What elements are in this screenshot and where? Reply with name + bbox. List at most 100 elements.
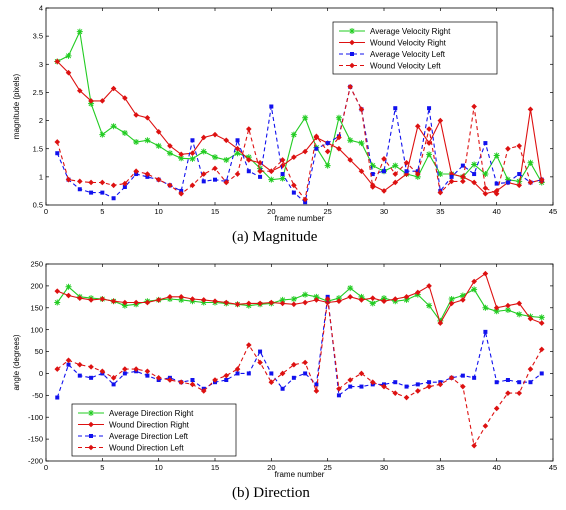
magnitude-data-point — [358, 140, 365, 147]
direction-data-point — [539, 371, 544, 376]
direction-legend-label: Wound Direction Right — [109, 420, 190, 429]
magnitude-data-point — [538, 176, 545, 183]
magnitude-data-point — [493, 190, 500, 197]
direction-data-point — [393, 380, 398, 385]
direction-data-point — [482, 270, 489, 277]
magnitude-data-point — [369, 184, 376, 190]
magnitude-data-point — [426, 140, 432, 146]
magnitude-data-point — [303, 200, 308, 205]
magnitude-data-point — [516, 178, 523, 185]
direction-data-point — [392, 296, 399, 302]
direction-data-point — [505, 378, 510, 383]
direction-data-point — [516, 390, 522, 396]
direction-data-point — [335, 295, 342, 302]
magnitude-data-point — [110, 85, 117, 92]
direction-data-point — [448, 300, 455, 307]
magnitude-x-tick-label: 20 — [267, 207, 275, 216]
magnitude-data-point — [336, 145, 342, 152]
magnitude-data-point — [324, 148, 331, 155]
magnitude-x-tick-label: 40 — [492, 207, 500, 216]
magnitude-data-point — [369, 162, 376, 169]
magnitude-plot-frame — [45, 7, 554, 206]
magnitude-data-point — [336, 134, 342, 141]
magnitude-x-tick-label: 10 — [154, 207, 162, 216]
direction-data-point — [55, 395, 60, 400]
magnitude-data-point — [449, 174, 454, 179]
direction-data-point — [415, 289, 421, 296]
magnitude-data-point — [257, 159, 263, 166]
magnitude-data-point — [482, 185, 489, 191]
direction-data-point — [246, 371, 251, 376]
direction-data-point — [313, 388, 320, 394]
direction-data-point — [482, 423, 489, 429]
magnitude-data-point — [167, 143, 173, 149]
direction-legend: Average Direction Right Wound Direction R… — [71, 403, 237, 457]
magnitude-data-point — [223, 156, 230, 163]
direction-data-point — [359, 384, 364, 389]
direction-y-tick-label: 0 — [39, 369, 43, 378]
magnitude-data-point — [234, 150, 241, 157]
direction-y-tick-label: -150 — [28, 435, 43, 444]
magnitude-data-point — [155, 176, 162, 183]
direction-data-point — [110, 298, 117, 305]
magnitude-y-tick-label: 4 — [39, 4, 43, 13]
magnitude-x-tick-label: 25 — [323, 207, 331, 216]
magnitude-data-point — [347, 137, 354, 144]
magnitude-data-point — [325, 141, 330, 146]
magnitude-data-point — [133, 112, 139, 118]
direction-data-point — [358, 293, 365, 300]
magnitude-legend-marker — [349, 28, 355, 34]
direction-data-point — [268, 379, 275, 385]
direction-data-point — [122, 366, 128, 372]
magnitude-data-point — [144, 114, 151, 121]
direction-data-point — [212, 377, 218, 383]
magnitude-legend-label: Average Velocity Right — [370, 27, 451, 36]
magnitude-series-4 — [54, 84, 545, 203]
direction-data-point — [358, 370, 365, 377]
magnitude-data-point — [437, 117, 444, 124]
magnitude-data-point — [257, 168, 263, 175]
magnitude-data-point — [122, 180, 128, 187]
direction-data-point — [459, 292, 466, 299]
magnitude-data-point — [189, 150, 196, 157]
direction-data-point — [358, 297, 365, 303]
magnitude-data-point — [65, 52, 72, 59]
magnitude-data-point — [166, 150, 173, 157]
direction-data-point — [538, 346, 545, 353]
direction-data-point — [291, 301, 297, 308]
direction-data-point — [66, 362, 71, 367]
magnitude-data-point — [482, 171, 489, 178]
magnitude-data-point — [201, 179, 206, 184]
direction-x-tick-label: 35 — [436, 463, 444, 472]
magnitude-legend-marker — [349, 62, 355, 69]
direction-x-tick-label: 40 — [492, 463, 500, 472]
magnitude-data-point — [415, 171, 421, 177]
magnitude-data-point — [437, 171, 444, 178]
magnitude-data-point — [427, 106, 432, 111]
magnitude-series-2 — [54, 58, 545, 197]
direction-data-point — [155, 297, 162, 303]
direction-data-point — [269, 371, 274, 376]
magnitude-legend-marker — [350, 52, 354, 56]
magnitude-data-point — [178, 190, 184, 197]
direction-y-tick-label: 150 — [30, 303, 43, 312]
magnitude-data-point — [381, 188, 387, 194]
direction-data-point — [88, 364, 94, 370]
magnitude-data-point — [392, 179, 399, 186]
direction-data-point — [415, 382, 420, 387]
direction-data-point — [369, 295, 376, 301]
magnitude-data-point — [246, 169, 251, 174]
magnitude-data-point — [268, 176, 275, 183]
direction-x-tick-label: 45 — [549, 463, 557, 472]
magnitude-data-point — [121, 129, 128, 136]
direction-data-point — [224, 378, 229, 383]
magnitude-data-point — [448, 178, 455, 185]
magnitude-data-point — [494, 181, 499, 186]
direction-data-point — [460, 297, 466, 303]
magnitude-data-point — [460, 178, 466, 185]
magnitude-x-axis-label: frame number — [275, 214, 325, 223]
direction-legend-label: Wound Direction Left — [109, 443, 184, 452]
direction-data-point — [482, 304, 489, 311]
magnitude-data-point — [527, 106, 534, 113]
magnitude-data-point — [200, 134, 207, 141]
